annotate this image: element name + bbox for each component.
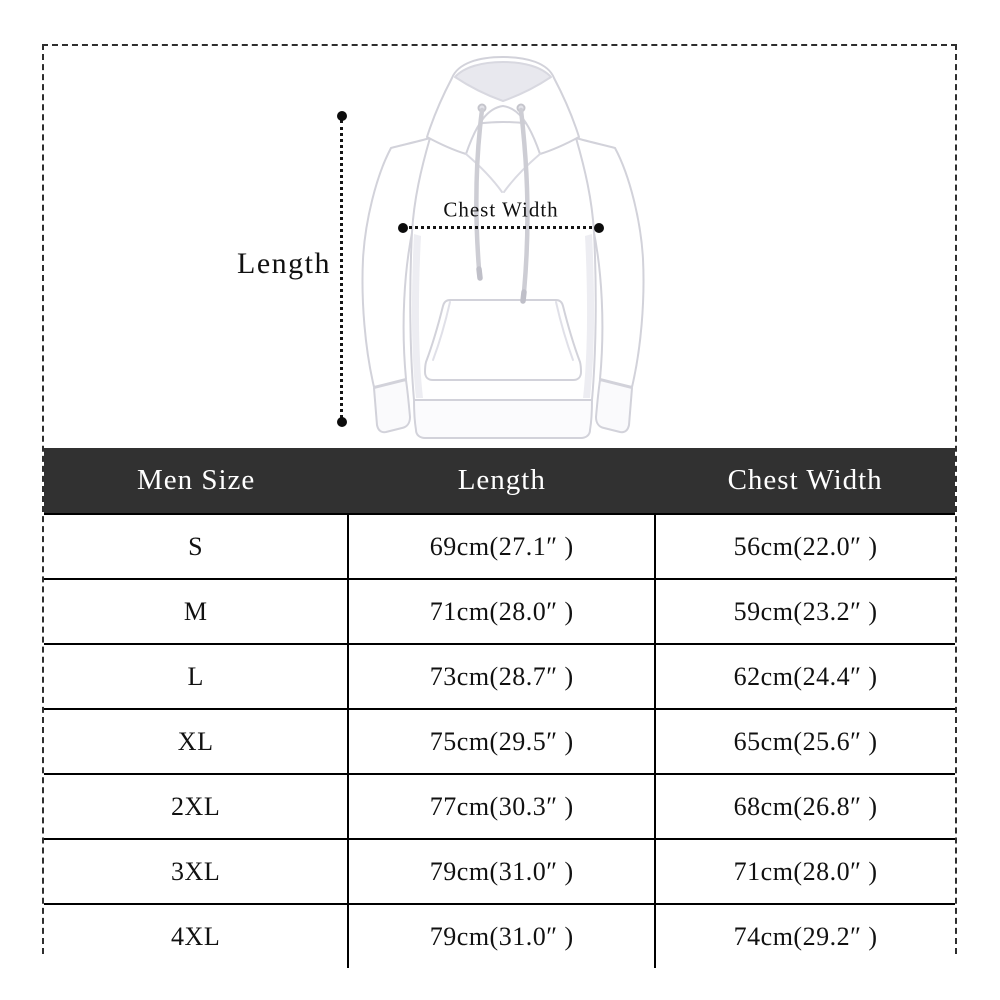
length-cell: 79cm(31.0″ ) (347, 838, 657, 905)
table-row: 4XL 79cm(31.0″ ) 74cm(29.2″ ) (44, 903, 955, 968)
size-cell: 2XL (44, 773, 350, 840)
table-row: 2XL 77cm(30.3″ ) 68cm(26.8″ ) (44, 773, 955, 840)
length-cell: 71cm(28.0″ ) (347, 578, 657, 645)
size-table: Men Size Length Chest Width S 69cm(27.1″… (44, 448, 955, 968)
length-line-bottom-dot (337, 417, 347, 427)
hoodie-measurement-figure: Length Chest Width (44, 46, 955, 448)
size-table-header-row: Men Size Length Chest Width (44, 448, 955, 514)
size-cell: S (44, 513, 350, 580)
length-measure-line (340, 120, 343, 418)
header-length: Length (348, 448, 656, 514)
length-line-top-dot (337, 111, 347, 121)
chest-width-cell: 68cm(26.8″ ) (654, 773, 955, 840)
size-cell: 3XL (44, 838, 350, 905)
chest-line-left-dot (398, 223, 408, 233)
table-row: M 71cm(28.0″ ) 59cm(23.2″ ) (44, 578, 955, 645)
length-cell: 75cm(29.5″ ) (347, 708, 657, 775)
length-cell: 79cm(31.0″ ) (347, 903, 657, 968)
size-cell: L (44, 643, 350, 710)
table-row: 3XL 79cm(31.0″ ) 71cm(28.0″ ) (44, 838, 955, 905)
size-cell: 4XL (44, 903, 350, 968)
chest-width-cell: 56cm(22.0″ ) (654, 513, 955, 580)
table-row: XL 75cm(29.5″ ) 65cm(25.6″ ) (44, 708, 955, 775)
length-cell: 73cm(28.7″ ) (347, 643, 657, 710)
header-chest-width: Chest Width (655, 448, 955, 514)
chest-width-cell: 65cm(25.6″ ) (654, 708, 955, 775)
chest-width-cell: 74cm(29.2″ ) (654, 903, 955, 968)
table-row: S 69cm(27.1″ ) 56cm(22.0″ ) (44, 513, 955, 580)
hoodie-image (361, 56, 645, 439)
length-label: Length (237, 247, 331, 280)
size-chart-frame: Length Chest Width Men Size Length Chest… (42, 44, 957, 968)
length-cell: 77cm(30.3″ ) (347, 773, 657, 840)
chest-width-cell: 71cm(28.0″ ) (654, 838, 955, 905)
table-row: L 73cm(28.7″ ) 62cm(24.4″ ) (44, 643, 955, 710)
chest-line-right-dot (594, 223, 604, 233)
chest-width-label: Chest Width (443, 197, 559, 222)
chest-width-cell: 62cm(24.4″ ) (654, 643, 955, 710)
length-cell: 69cm(27.1″ ) (347, 513, 657, 580)
chest-width-measure-line (404, 226, 598, 229)
size-cell: M (44, 578, 350, 645)
header-men-size: Men Size (44, 448, 349, 514)
size-cell: XL (44, 708, 350, 775)
chest-width-cell: 59cm(23.2″ ) (654, 578, 955, 645)
